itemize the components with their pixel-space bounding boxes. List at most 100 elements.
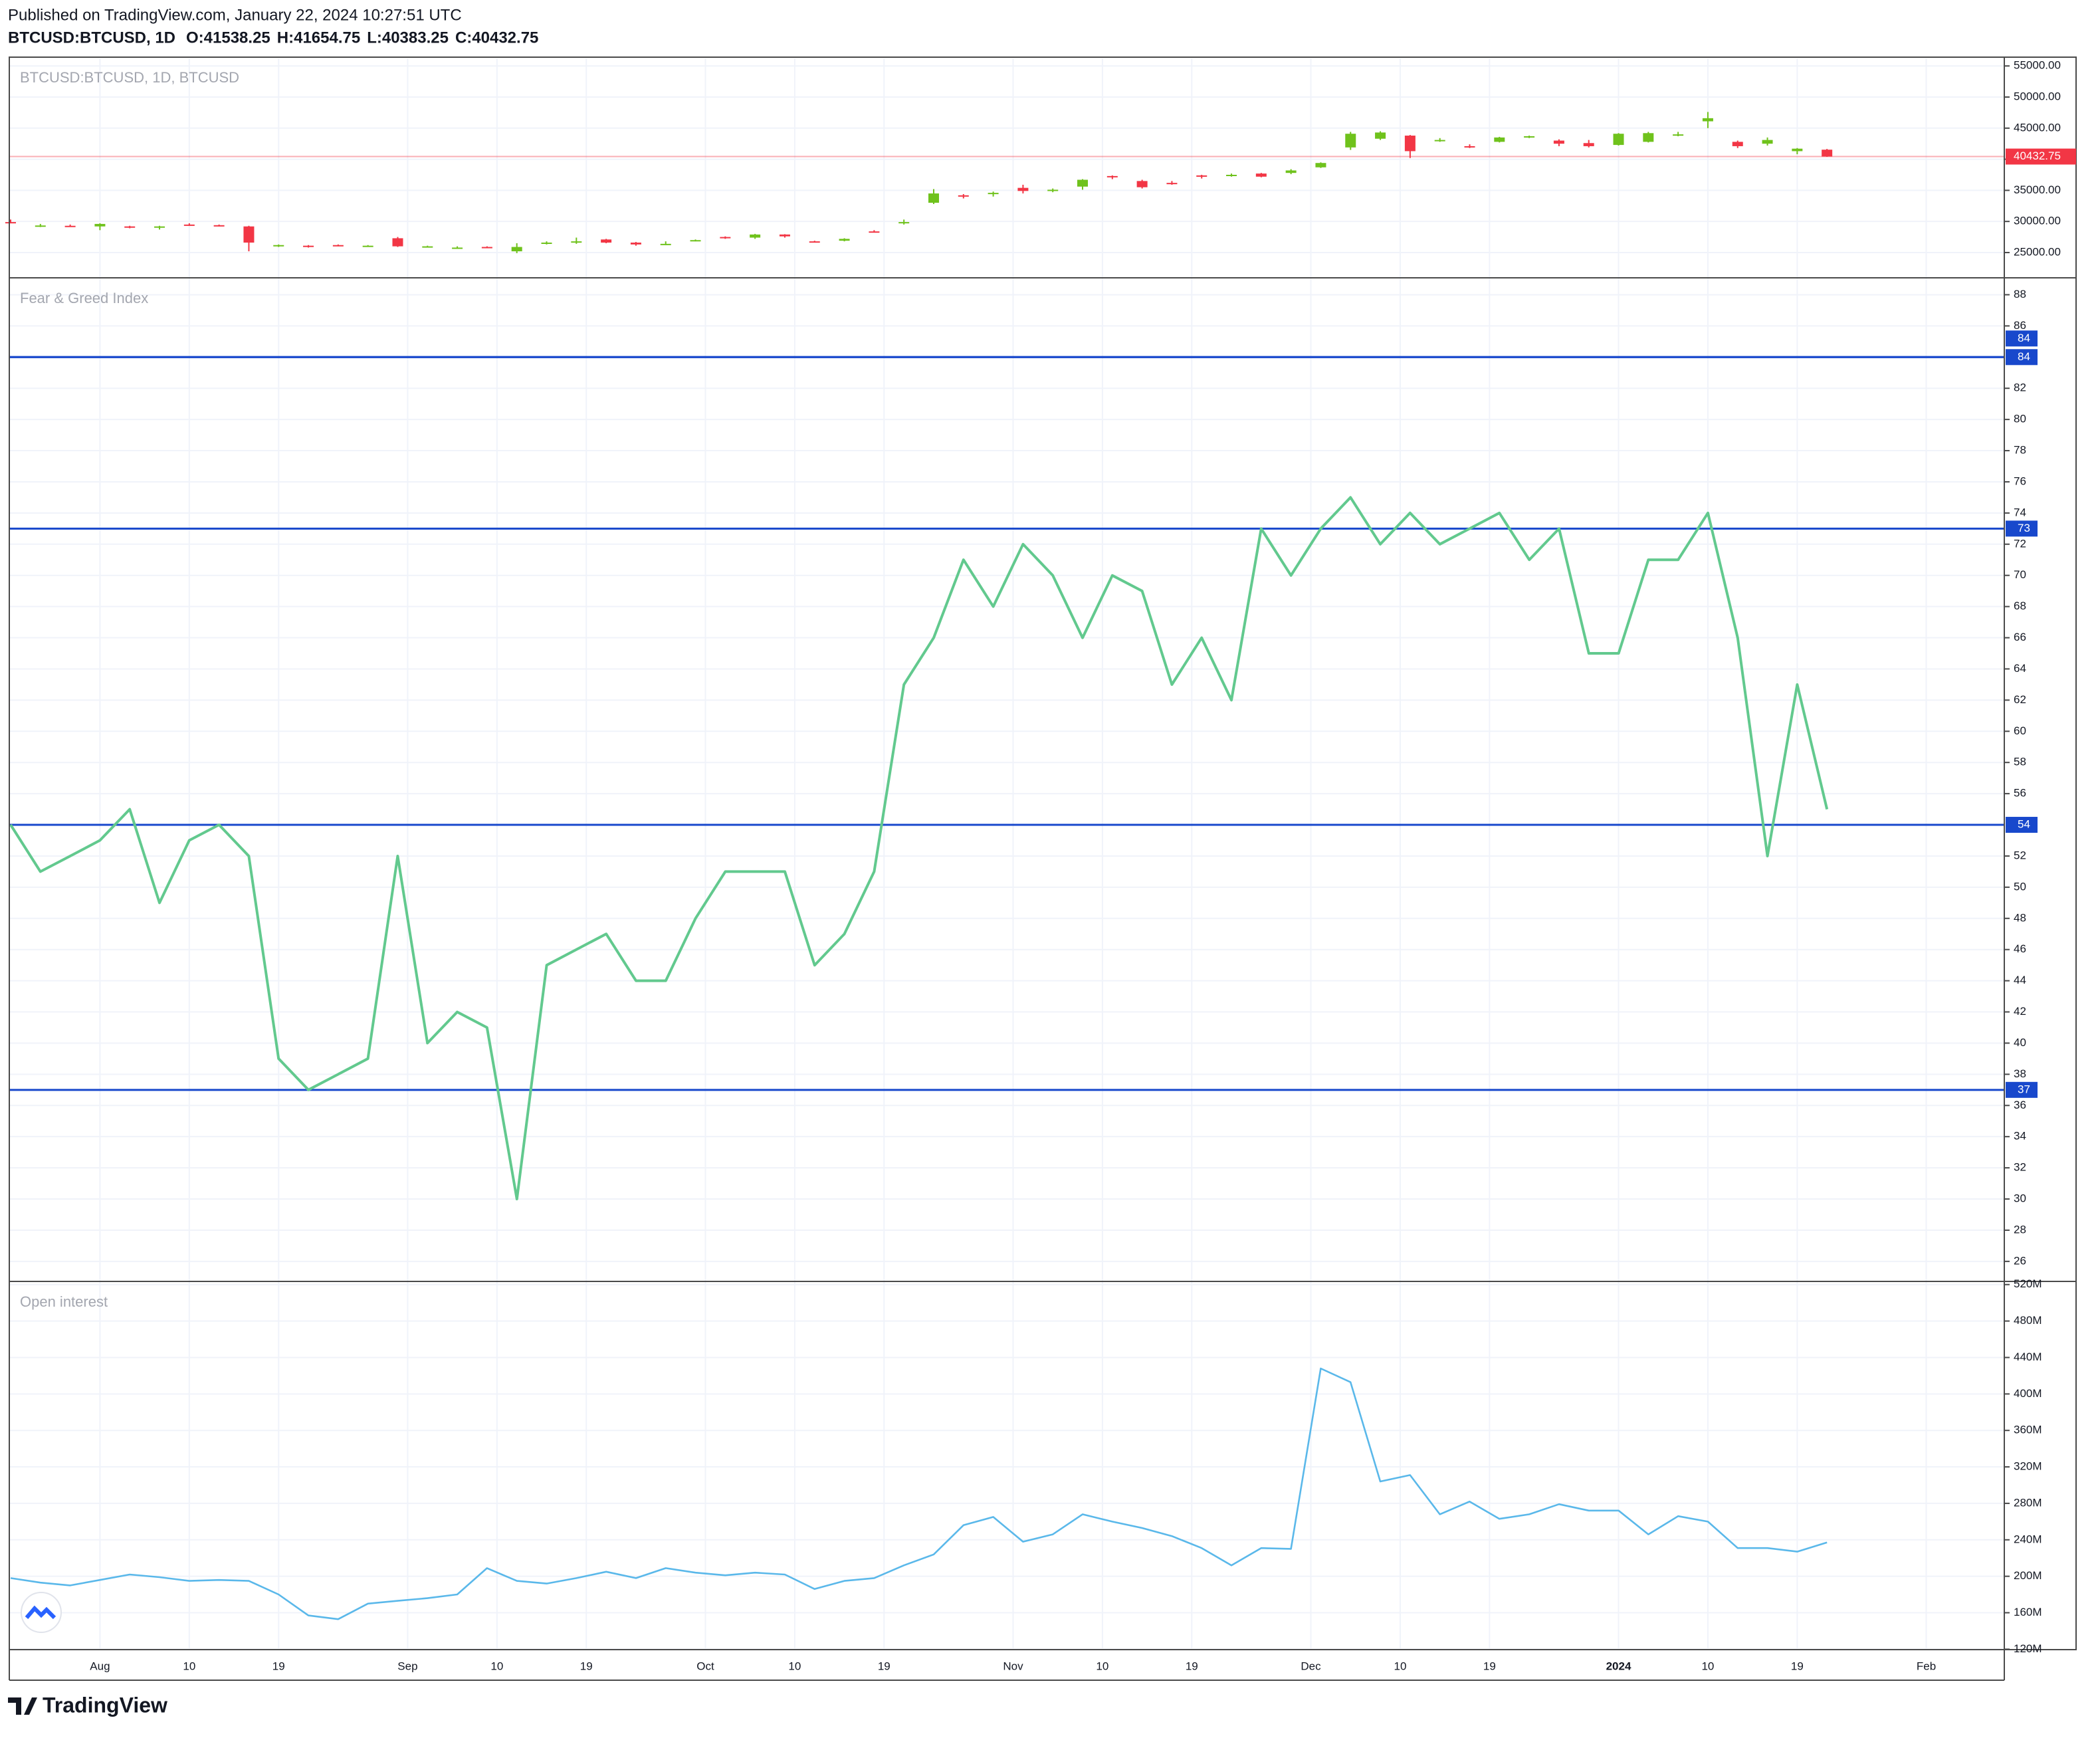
logo [8, 1697, 37, 1715]
candle-body [898, 222, 910, 224]
candle-body [481, 247, 492, 249]
y-tick-label: 82 [2014, 382, 2026, 394]
candle-body [1434, 140, 1445, 142]
x-tick-label: 10 [1096, 1660, 1108, 1672]
ohlc-value: O:41538.25 [186, 29, 270, 47]
x-tick-label: 10 [490, 1660, 503, 1672]
candle-body [1524, 136, 1535, 138]
candle-body [392, 238, 403, 247]
candle-body [64, 225, 76, 227]
candle-body [601, 239, 612, 243]
pane-title: Open interest [20, 1293, 108, 1310]
y-tick-label: 35000.00 [2014, 183, 2061, 196]
axis-labels: Aug 10 19 Sep 10 19 Oct 10 19 Nov 10 19 Dec 10 19 2024 1… [90, 59, 2076, 1672]
level-label: 37 [2018, 1083, 2030, 1095]
candle-body [1047, 189, 1059, 191]
y-tick-label: 44 [2014, 974, 2026, 986]
y-tick-label: 480M [2014, 1314, 2042, 1327]
y-tick-label: 25000.00 [2014, 245, 2061, 258]
candle-body [928, 193, 939, 203]
y-tick-label: 160M [2014, 1606, 2042, 1618]
candle-body [273, 245, 284, 247]
x-tick-label: 10 [183, 1660, 195, 1672]
published-note: Published on TradingView.com, January 22… [8, 6, 462, 24]
y-tick-label: 74 [2014, 506, 2026, 518]
y-tick-label: 360M [2014, 1424, 2042, 1436]
x-tick-label: 19 [272, 1660, 285, 1672]
y-tick-label: 30 [2014, 1192, 2026, 1205]
level-label: 73 [2018, 522, 2030, 534]
y-tick-label: 55000.00 [2014, 59, 2061, 72]
y-tick-label: 70 [2014, 568, 2026, 581]
x-tick-label: 10 [1394, 1660, 1406, 1672]
y-tick-label: 50 [2014, 880, 2026, 893]
candle-body [1762, 140, 1773, 144]
candle-body [332, 245, 344, 247]
y-tick-label: 320M [2014, 1460, 2042, 1473]
candle-body [154, 226, 165, 228]
candle-body [1404, 136, 1416, 152]
x-tick-label: Dec [1301, 1660, 1321, 1672]
candle-body [422, 246, 433, 248]
x-tick-label: 2024 [1606, 1660, 1631, 1672]
y-tick-label: 56 [2014, 787, 2026, 800]
candle-body [511, 247, 522, 252]
level-label: 54 [2018, 818, 2030, 831]
x-tick-label: 10 [1701, 1660, 1714, 1672]
x-tick-label: 19 [878, 1660, 891, 1672]
candle-body [94, 223, 106, 227]
plot [5, 112, 2004, 1620]
watermark [21, 1592, 62, 1633]
candle-body [660, 243, 671, 245]
x-tick-label: Oct [696, 1660, 714, 1672]
candle-body [630, 242, 641, 245]
candle-body [809, 241, 820, 243]
level-label: 84 [2018, 332, 2030, 344]
candle-body [1702, 118, 1713, 122]
candle-body [1822, 150, 1833, 157]
y-tick-label: 45000.00 [2014, 121, 2061, 134]
pane-title: BTCUSD:BTCUSD, 1D, BTCUSD [20, 69, 239, 86]
y-tick-label: 440M [2014, 1351, 2042, 1363]
candle-body [541, 242, 552, 244]
candle-body [571, 241, 582, 243]
x-tick-label: Sep [397, 1660, 417, 1672]
y-tick-label: 76 [2014, 475, 2026, 487]
y-tick-label: 60 [2014, 724, 2026, 737]
frame [9, 56, 2077, 1650]
candle-body [750, 234, 761, 238]
y-tick-label: 280M [2014, 1496, 2042, 1509]
y-tick-label: 26 [2014, 1254, 2026, 1267]
candle-body [1553, 140, 1564, 144]
candle-body [1255, 173, 1267, 177]
y-tick-label: 32 [2014, 1161, 2026, 1174]
y-tick-label: 240M [2014, 1533, 2042, 1545]
candle-body [1375, 132, 1386, 139]
candle-body [303, 245, 314, 247]
level-label: 84 [2018, 350, 2030, 363]
y-tick-label: 36 [2014, 1099, 2026, 1111]
candle-body [243, 226, 255, 243]
y-tick-label: 30000.00 [2014, 215, 2061, 227]
candle-body [1106, 175, 1118, 177]
x-tick-label: 19 [1186, 1660, 1198, 1672]
ohlc-value: C:40432.75 [455, 29, 538, 47]
candle-body [124, 226, 136, 228]
y-tick-label: 28 [2014, 1223, 2026, 1236]
candle-body [1345, 134, 1356, 148]
ohlc-value: H:41654.75 [277, 29, 360, 47]
candle-body [1643, 133, 1654, 142]
candle-body [690, 240, 701, 242]
y-tick-label: 50000.00 [2014, 90, 2061, 103]
y-tick-label: 72 [2014, 537, 2026, 550]
candle-body [35, 225, 46, 227]
candle-body [1136, 181, 1148, 187]
y-tick-label: 88 [2014, 288, 2026, 300]
last-price-label: 40432.75 [2014, 150, 2061, 162]
brand: TradingView [43, 1693, 167, 1717]
y-tick-label: 80 [2014, 413, 2026, 425]
candle-body [1077, 179, 1089, 187]
candle-body [958, 195, 969, 197]
y-tick-label: 46 [2014, 942, 2026, 955]
